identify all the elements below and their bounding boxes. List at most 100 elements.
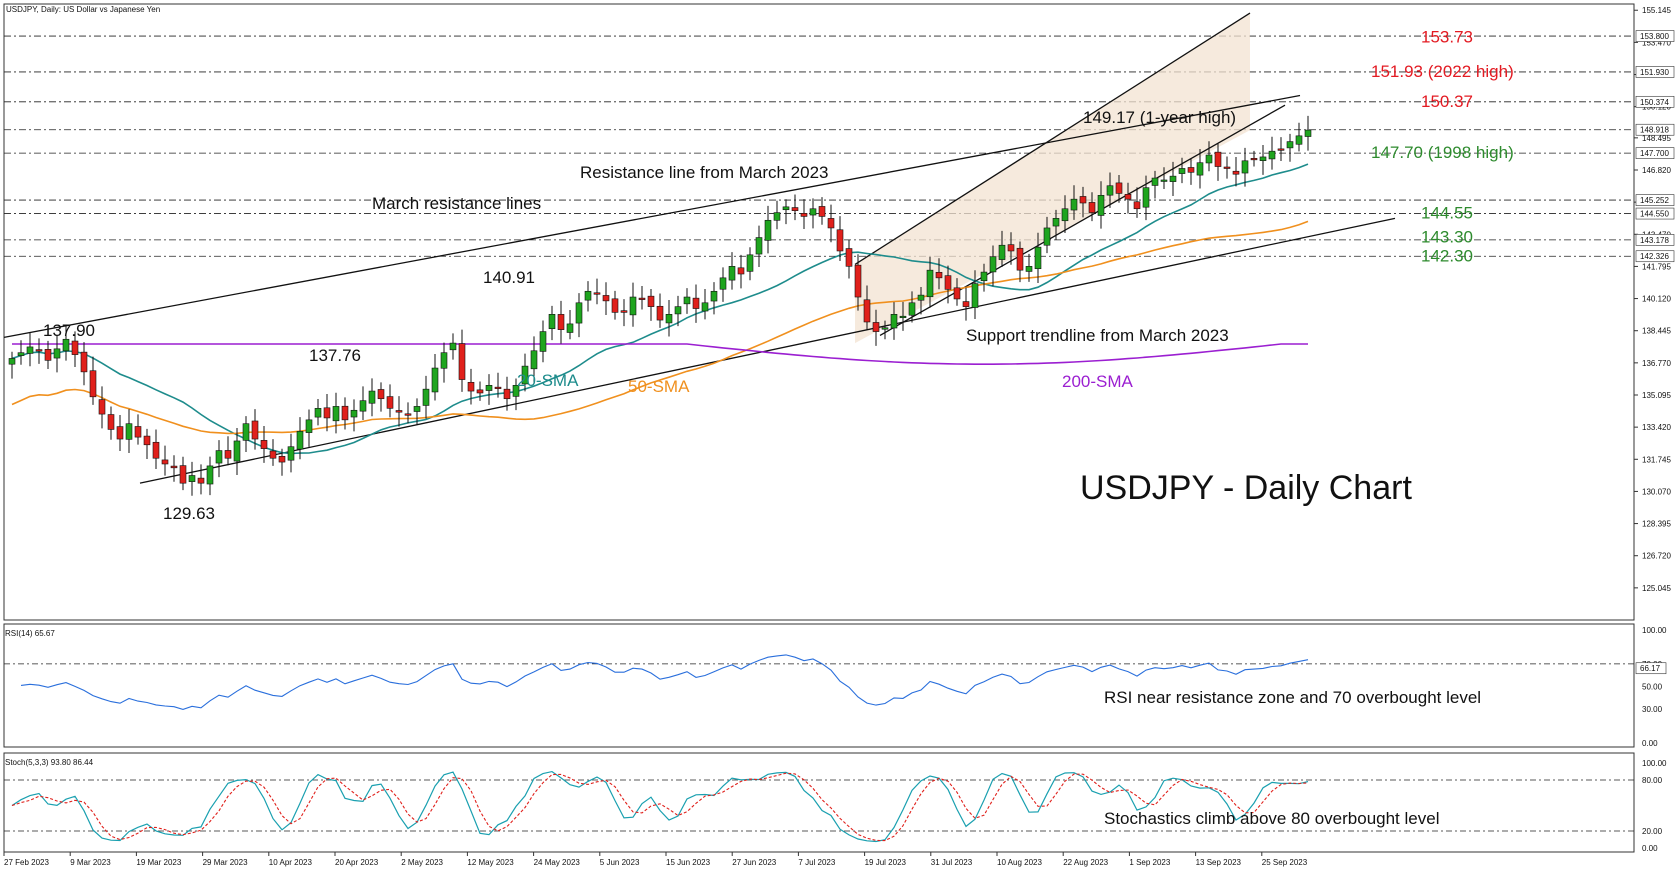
moving-averages: [11, 163, 1309, 455]
x-tick-label: 19 Jul 2023: [865, 858, 907, 867]
price-box: [1635, 250, 1675, 263]
chart-header: USDJPY, Daily: US Dollar vs Japanese Yen: [6, 5, 160, 14]
channel-upper-line: [854, 12, 1251, 265]
rsi-tick-label: 0.00: [1642, 739, 1658, 748]
candle-72: [656, 293, 664, 328]
rsi-annotation: RSI near resistance zone and 70 overboug…: [1104, 688, 1481, 707]
candle-body: [350, 409, 358, 418]
candle-body: [746, 254, 754, 272]
rsi-tick-label: 30.00: [1642, 705, 1663, 714]
candle-38: [350, 399, 358, 432]
candle-body: [863, 299, 871, 323]
candle-body: [1205, 154, 1213, 164]
y-tick-label: 133.420: [1642, 423, 1671, 432]
candle-90: [818, 197, 826, 225]
candle-12: [116, 415, 124, 452]
candle-86: [782, 199, 790, 225]
stochastics-panel: 100.00 80.00 20.00 0.00: [4, 759, 1667, 853]
candle-body: [296, 431, 304, 450]
rsi-frame: [3, 623, 1635, 748]
candle-body: [260, 440, 268, 449]
candle-65: [593, 278, 601, 305]
x-tick-label: 2 May 2023: [401, 858, 443, 867]
candle-body: [341, 405, 349, 421]
level-label-4: 147.70 (1998 high): [1371, 143, 1514, 162]
candlesticks: [8, 115, 1312, 496]
stoch-header: Stoch(5,3,3) 93.80 86.44: [5, 758, 94, 767]
candle-body: [233, 440, 241, 462]
candle-138: [1250, 150, 1258, 167]
candle-75: [683, 288, 691, 314]
candle-body: [917, 294, 925, 301]
chart-title: USDJPY - Daily Chart: [1080, 469, 1412, 507]
candle-body: [989, 256, 997, 273]
candle-73: [665, 300, 673, 337]
candle-1: [17, 340, 25, 365]
candle-126: [1142, 175, 1150, 221]
level-label-3: 149.17 (1-year high): [1083, 108, 1236, 127]
candle-body: [125, 423, 133, 440]
candle-98: [890, 302, 898, 340]
candle-body: [602, 295, 610, 302]
candle-36: [332, 392, 340, 434]
candle-127: [1151, 170, 1159, 199]
x-tick-label: 27 Jun 2023: [732, 858, 777, 867]
candle-141: [1277, 137, 1285, 161]
candle-body: [980, 271, 988, 282]
candle-body: [1187, 167, 1195, 173]
candle-35: [323, 393, 331, 432]
candle-58: [530, 336, 538, 383]
candle-113: [1025, 253, 1033, 282]
stoch-k-line: [11, 770, 1309, 843]
candle-body: [953, 287, 961, 300]
candle-13: [125, 409, 133, 454]
x-tick-label: 15 Jun 2023: [666, 858, 711, 867]
candle-31: [287, 433, 295, 473]
candle-61: [557, 300, 565, 344]
x-tick-label: 29 Mar 2023: [203, 858, 248, 867]
support-trendline-label: Support trendline from March 2023: [966, 326, 1229, 345]
candle-28: [260, 425, 268, 463]
candle-42: [386, 384, 394, 418]
candle-77: [701, 289, 709, 320]
candle-142: [1286, 133, 1294, 162]
candle-body: [1160, 179, 1168, 182]
stoch-tick-label: 100.00: [1642, 759, 1667, 768]
price-box-label: 142.326: [1640, 252, 1669, 261]
candle-body: [683, 296, 691, 305]
candle-body: [1025, 266, 1033, 272]
price-box: [1635, 123, 1675, 136]
level-label-6: 143.30: [1421, 228, 1473, 247]
price-box: [1635, 234, 1675, 246]
candle-18: [170, 455, 178, 482]
candle-body: [440, 352, 448, 369]
candle-74: [674, 295, 682, 327]
y-tick-label: 141.795: [1642, 262, 1671, 271]
level-label-2: 150.37: [1421, 92, 1473, 111]
candle-2: [26, 332, 34, 367]
candle-46: [422, 375, 430, 419]
annotations: USDJPY, Daily: US Dollar vs Japanese Yen…: [5, 5, 1514, 828]
candle-39: [359, 386, 367, 420]
candle-140: [1268, 136, 1276, 170]
candle-85: [773, 200, 781, 230]
support-trendline-march-2023: [139, 217, 1396, 484]
candle-101: [917, 287, 925, 315]
candle-6: [62, 325, 70, 361]
label-137-90: 137.90: [43, 321, 95, 340]
candle-body: [971, 283, 979, 308]
candle-body: [1142, 187, 1150, 208]
candle-body: [170, 465, 178, 469]
sma50-label: 50-SMA: [628, 377, 690, 396]
candle-body: [737, 267, 745, 275]
candle-body: [584, 290, 592, 301]
candle-body: [1169, 175, 1177, 182]
x-tick-label: 22 Aug 2023: [1063, 858, 1108, 867]
candle-124: [1124, 182, 1132, 214]
x-tick-label: 24 May 2023: [534, 858, 581, 867]
candle-body: [881, 327, 889, 330]
candle-body: [566, 323, 574, 333]
candle-123: [1115, 174, 1123, 203]
candle-body: [719, 277, 727, 290]
